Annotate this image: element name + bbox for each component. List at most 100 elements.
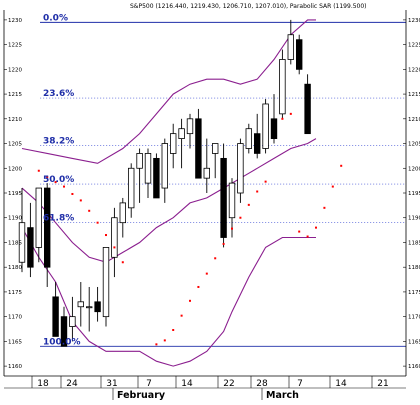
candlesticks xyxy=(18,19,311,347)
sar-dot xyxy=(256,190,259,193)
candle xyxy=(253,113,261,159)
sar-dot xyxy=(340,164,343,167)
candle-body-up xyxy=(86,306,93,309)
candle-body-down xyxy=(52,296,59,337)
sar-dot xyxy=(113,246,116,249)
candle xyxy=(178,118,185,169)
candle xyxy=(245,123,252,154)
candle xyxy=(111,207,118,278)
x-tick-label: 18 xyxy=(37,379,49,389)
x-tick-label: 14 xyxy=(181,379,193,389)
candle-body-down xyxy=(304,83,311,135)
candle-body-up xyxy=(136,153,143,169)
candle-body-down xyxy=(60,316,68,347)
candle xyxy=(136,148,143,203)
y-tick-label-left: 1210 xyxy=(8,117,22,123)
fib-label: 100.0% xyxy=(43,337,81,347)
sar-dot xyxy=(121,261,124,264)
candle-body-up xyxy=(169,133,177,154)
sar-dot xyxy=(172,329,175,332)
candle-body-up xyxy=(287,34,294,60)
sar-dot xyxy=(247,203,250,206)
y-tick-label-right: 1200 xyxy=(408,166,420,172)
sar-dot xyxy=(214,257,217,260)
candle xyxy=(119,197,126,238)
candle-body-up xyxy=(119,202,126,224)
candle xyxy=(144,148,152,198)
y-tick-label-right: 1175 xyxy=(408,290,420,296)
y-tick-label-left: 1230 xyxy=(8,18,22,24)
candle xyxy=(102,247,110,327)
candle-body-up xyxy=(69,316,76,327)
candle xyxy=(295,34,303,75)
candle xyxy=(270,94,278,144)
candle xyxy=(60,306,68,347)
parabolic-sar-dots xyxy=(37,112,343,346)
candle xyxy=(69,296,76,342)
candle xyxy=(35,187,42,263)
candle xyxy=(220,143,227,248)
bollinger-middle xyxy=(21,138,317,263)
candle-body-down xyxy=(295,39,303,70)
sar-dot xyxy=(298,230,301,233)
candle-body-up xyxy=(245,128,252,149)
sar-dot xyxy=(197,285,200,288)
candle xyxy=(211,143,219,179)
y-tick-label-left: 1180 xyxy=(8,265,22,271)
candle-body-down xyxy=(27,227,34,268)
month-label: March xyxy=(266,390,299,400)
y-tick-label-left: 1215 xyxy=(8,92,22,98)
y-tick-label-right: 1185 xyxy=(408,240,420,246)
candle xyxy=(279,49,286,119)
candle-body-up xyxy=(144,153,152,184)
candle-body-down xyxy=(220,157,227,238)
candle-body-up xyxy=(111,217,118,258)
candle-body-up xyxy=(228,182,236,219)
sar-dot xyxy=(105,234,107,237)
y-tick-label-right: 1220 xyxy=(408,67,420,73)
y-tick-label-left: 1190 xyxy=(8,216,22,222)
y-tick-label-left: 1205 xyxy=(8,142,22,148)
y-tick-label-left: 1195 xyxy=(8,191,22,197)
sar-dot xyxy=(163,339,166,342)
x-tick-label: 7 xyxy=(297,379,303,389)
sar-dot xyxy=(239,216,242,219)
candle xyxy=(18,188,26,273)
y-tick-label-right: 1165 xyxy=(408,339,420,345)
candle xyxy=(161,138,168,203)
sar-dot xyxy=(222,242,225,245)
y-tick-label-left: 1200 xyxy=(8,166,22,172)
candle xyxy=(169,123,177,169)
sar-dot xyxy=(63,185,65,188)
y-tick-label-right: 1230 xyxy=(408,18,420,24)
y-tick-label-right: 1210 xyxy=(408,117,420,123)
candle xyxy=(237,138,244,203)
y-tick-label-right: 1215 xyxy=(408,92,420,98)
candle xyxy=(153,153,160,199)
candle-body-up xyxy=(203,167,210,179)
candle xyxy=(27,202,34,278)
candle xyxy=(94,286,101,322)
sar-dot xyxy=(331,185,334,188)
labels: 0.0% 23.6% 38.2% 50.0% 61.8% 100.0% 1160 1160 11… xyxy=(8,13,420,401)
y-tick-label-right: 1195 xyxy=(408,191,420,197)
sar-dot xyxy=(71,192,74,195)
candle-body-up xyxy=(211,143,219,154)
sar-dot xyxy=(88,209,91,212)
candle-body-up xyxy=(35,187,42,248)
candle-body-down xyxy=(153,157,160,199)
sar-dot xyxy=(323,206,326,209)
candle-body-down xyxy=(270,118,278,139)
sar-dot xyxy=(264,180,267,183)
y-tick-label-right: 1190 xyxy=(408,216,420,222)
sar-dot xyxy=(155,343,158,346)
x-tick-label: 31 xyxy=(106,379,117,389)
candle-body-up xyxy=(186,118,194,135)
candle-body-up xyxy=(77,301,84,308)
sar-dot xyxy=(306,235,309,238)
sar-dot xyxy=(289,112,292,115)
fib-label: 50.0% xyxy=(43,175,74,185)
candle xyxy=(186,113,194,149)
